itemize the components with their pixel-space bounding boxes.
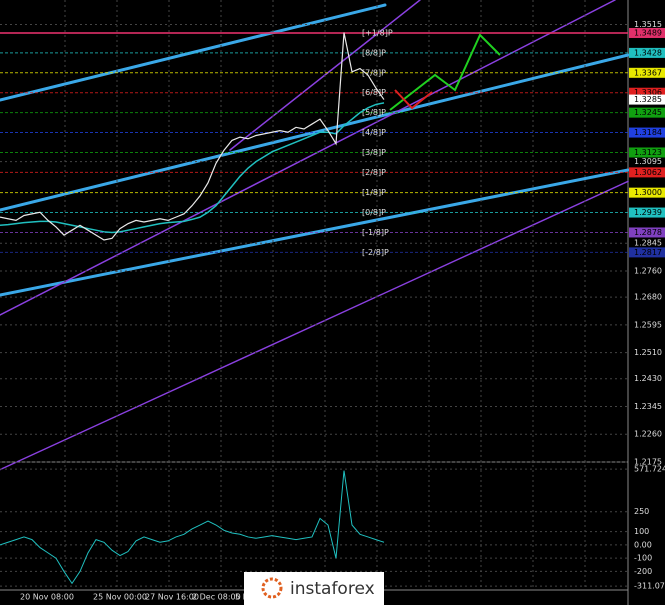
level-price: 1.3000 bbox=[634, 188, 662, 197]
trend-lines bbox=[0, 0, 630, 471]
level-price-box bbox=[629, 167, 665, 178]
cci-tick-label: -100 bbox=[634, 554, 652, 563]
y-tick-label: 1.2430 bbox=[634, 374, 662, 383]
bull-arrow bbox=[389, 33, 501, 111]
level-label: [3/8]P bbox=[362, 148, 386, 157]
y-tick-label: 1.3515 bbox=[634, 20, 662, 29]
channel-line bbox=[0, 180, 629, 471]
level-price-box bbox=[629, 47, 665, 58]
y-tick-label: 1.2595 bbox=[634, 320, 662, 329]
level-label: [6/8]P bbox=[362, 88, 386, 97]
level-label: [0/8]P bbox=[362, 208, 386, 217]
level-price-box bbox=[629, 27, 665, 38]
cci-tick-label: 250 bbox=[634, 507, 649, 516]
price-line bbox=[0, 32, 385, 241]
logo-icon bbox=[261, 577, 283, 599]
y-tick-label: 1.2680 bbox=[634, 293, 662, 302]
level-label: [-2/8]P bbox=[362, 248, 389, 257]
level-label: [-1/8]P bbox=[362, 228, 389, 237]
level-price: 1.3184 bbox=[634, 128, 662, 137]
ma-line bbox=[0, 102, 385, 234]
level-price: 1.3489 bbox=[634, 28, 662, 37]
logo-box bbox=[244, 572, 384, 605]
level-price: 1.2939 bbox=[634, 208, 662, 217]
x-tick-label: 27 Nov 16:00 bbox=[145, 593, 199, 602]
cci-tick-label: 571.7245 bbox=[634, 465, 665, 474]
y-tick-label: 1.2760 bbox=[634, 266, 662, 275]
level-price-box bbox=[629, 147, 665, 158]
cci-tick-label: -311.0700 bbox=[634, 582, 665, 591]
x-tick-label: 2 Dec 08:00 bbox=[192, 593, 241, 602]
y-tick-label: 1.2175 bbox=[634, 458, 662, 467]
level-price: 1.2817 bbox=[634, 248, 662, 257]
level-label: [8/8]P bbox=[362, 48, 386, 57]
level-price: 1.3062 bbox=[634, 168, 662, 177]
level-price-box bbox=[629, 67, 665, 78]
level-price: 1.3428 bbox=[634, 48, 662, 57]
y-tick-label: 1.2260 bbox=[634, 430, 662, 439]
y-tick-label: 1.2845 bbox=[634, 239, 662, 248]
cci-tick-label: 0.00 bbox=[634, 540, 652, 549]
y-tick-label: 1.2345 bbox=[634, 402, 662, 411]
level-price-box bbox=[629, 247, 665, 258]
cci-tick-label: -200 bbox=[634, 567, 652, 576]
level-price-box bbox=[629, 127, 665, 138]
level-price-box bbox=[629, 187, 665, 198]
bear-arrow bbox=[394, 89, 433, 110]
level-label: [+1/8]P bbox=[362, 28, 393, 37]
level-price-box bbox=[629, 227, 665, 238]
current-price: 1.3285 bbox=[634, 95, 662, 104]
level-price-box bbox=[629, 207, 665, 218]
channel-line bbox=[0, 53, 630, 212]
level-price-box bbox=[629, 107, 665, 118]
level-price: 1.3245 bbox=[634, 108, 662, 117]
level-price-box bbox=[629, 87, 665, 98]
y-tick-label: 1.2510 bbox=[634, 348, 662, 357]
level-price: 1.3367 bbox=[634, 68, 662, 77]
level-price: 1.3306 bbox=[634, 88, 662, 97]
level-label: [4/8]P bbox=[362, 128, 386, 137]
logo-text: instaforex bbox=[290, 579, 375, 599]
level-label: [1/8]P bbox=[362, 188, 386, 197]
forecast-arrows bbox=[389, 33, 501, 111]
level-price: 1.2878 bbox=[634, 228, 662, 237]
x-tick-label: 20 Nov 08:00 bbox=[20, 593, 74, 602]
level-label: [2/8]P bbox=[362, 168, 386, 177]
y-tick-label: 1.3095 bbox=[634, 157, 662, 166]
level-price: 1.3123 bbox=[634, 148, 662, 157]
cci-tick-label: 100 bbox=[634, 527, 649, 536]
current-price-box bbox=[629, 94, 665, 105]
channel-line bbox=[0, 168, 630, 297]
level-label: [7/8]P bbox=[362, 68, 386, 77]
cci-line bbox=[0, 470, 385, 585]
level-label: [5/8]P bbox=[362, 108, 386, 117]
channel-line bbox=[0, 0, 616, 316]
x-tick-label: 25 Nov 00:00 bbox=[93, 593, 147, 602]
